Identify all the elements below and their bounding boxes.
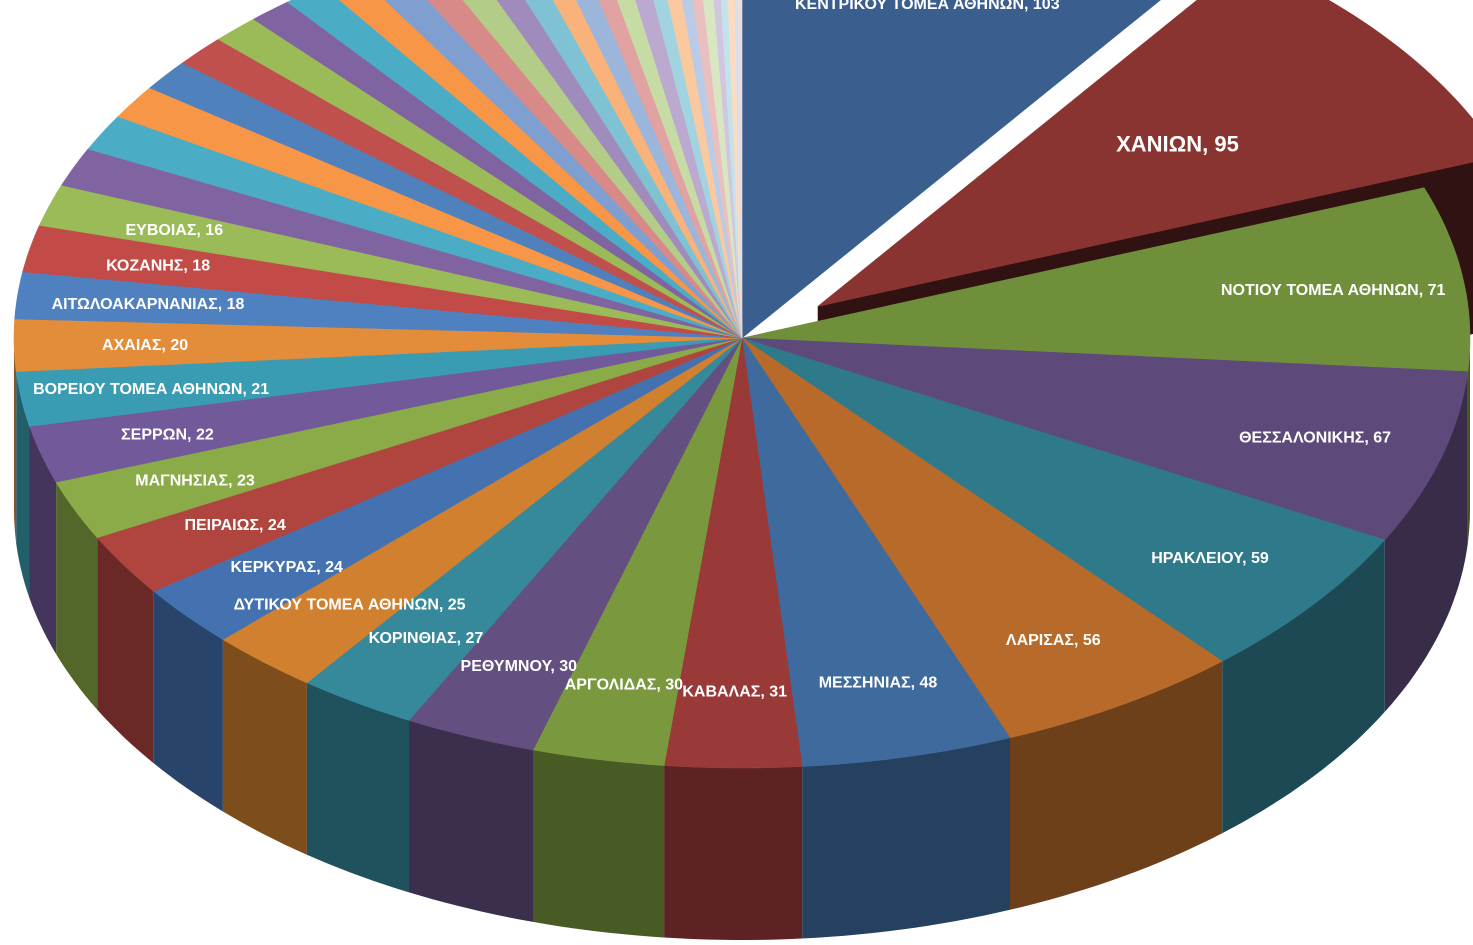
pie-side-walls: [14, 162, 1473, 940]
slice-6-side: [1010, 661, 1223, 910]
slice-7: [741, 337, 1011, 767]
slice-10-label: ΡΕΘΥΜΝΟΥ, 30: [461, 658, 578, 675]
slice-50: [738, 0, 743, 339]
slice-21: [38, 184, 743, 339]
slice-2-label: ΧΑΝΙΩΝ, 95: [1116, 132, 1239, 157]
pie-top-faces: [13, 0, 1473, 769]
slice-5-label: ΗΡΑΚΛΕΙΟΥ, 59: [1151, 550, 1269, 567]
slice-13-side: [153, 591, 223, 812]
slice-13-label: ΚΕΡΚΥΡΑΣ, 24: [230, 559, 343, 576]
slice-18: [13, 318, 743, 372]
slice-8-label: ΚΑΒΑΛΑΣ, 31: [682, 684, 787, 701]
slice-5: [741, 337, 1386, 662]
slice-23: [87, 116, 743, 339]
slice-18-side: [14, 338, 17, 544]
slice-10-side: [409, 720, 533, 922]
slice-4-label: ΘΕΣΣΑΛΟΝΙΚΗΣ, 67: [1239, 430, 1391, 447]
slice-1-label: ΚΕΝΤΡΙΚΟΥ ΤΟΜΕΑ ΑΘΗΝΩΝ, 103: [795, 0, 1060, 13]
slice-11-label: ΚΟΡΙΝΘΙΑΣ, 27: [369, 630, 484, 647]
slice-20: [22, 224, 743, 339]
slice-21-label: ΕΥΒΟΙΑΣ, 16: [125, 222, 223, 239]
slice-16-side: [29, 426, 57, 655]
slice-22: [61, 148, 743, 339]
slice-12-side: [222, 639, 307, 855]
slice-9: [532, 337, 743, 766]
slice-14-label: ΠΕΙΡΑΙΩΣ, 24: [184, 517, 285, 534]
slice-3-side: [1467, 338, 1470, 544]
pie-labels: ΚΕΝΤΡΙΚΟΥ ΤΟΜΕΑ ΑΘΗΝΩΝ, 103 ΧΑΝΙΩΝ, 95 ΝΟΤ…: [33, 0, 1445, 701]
slice-15: [55, 337, 743, 538]
slice-35: [525, 0, 743, 339]
slice-3: [741, 187, 1471, 372]
slice-1: [741, 0, 1161, 339]
slice-7-side: [802, 737, 1010, 939]
slice-8-side: [664, 765, 803, 940]
slice-5-side: [1222, 539, 1385, 834]
slice-7-label: ΜΕΣΣΗΝΙΑΣ, 48: [819, 674, 938, 691]
slice-17-side: [16, 371, 30, 599]
slice-6: [741, 337, 1223, 739]
slice-14: [96, 337, 743, 592]
slice-11-side: [306, 682, 409, 893]
slice-9-label: ΑΡΓΟΛΙΔΑΣ, 30: [565, 677, 683, 694]
slice-20-label: ΚΟΖΑΝΗΣ, 18: [106, 258, 210, 275]
slice-10: [408, 337, 743, 751]
slice-16-label: ΣΕΡΡΩΝ, 22: [121, 427, 214, 444]
slice-12-label: ΔΥΤΙΚΟΥ ΤΟΜΕΑ ΑΘΗΝΩΝ, 25: [234, 597, 466, 614]
slice-15-side: [56, 482, 98, 710]
slice-17: [15, 337, 743, 427]
slice-11: [306, 337, 743, 721]
slice-3-label: ΝΟΤΙΟΥ ΤΟΜΕΑ ΑΘΗΝΩΝ, 71: [1221, 282, 1446, 299]
slice-14-side: [97, 537, 154, 764]
slice-18-label: ΑΧΑΙΑΣ, 20: [102, 337, 188, 354]
slice-17-label: ΒΟΡΕΙΟΥ ΤΟΜΕΑ ΑΘΗΝΩΝ, 21: [33, 381, 269, 398]
slice-9-side: [533, 749, 665, 938]
slice-8: [663, 337, 803, 769]
slice-13: [153, 337, 743, 640]
slice-4: [741, 337, 1469, 541]
slice-12: [222, 337, 743, 684]
slice-29: [286, 0, 743, 339]
slice-16: [29, 337, 743, 483]
slice-4-side: [1384, 371, 1468, 712]
slice-15-label: ΜΑΓΝΗΣΙΑΣ, 23: [135, 472, 255, 489]
slice-2: [817, 0, 1473, 307]
slice-6-label: ΛΑΡΙΣΑΣ, 56: [1006, 632, 1101, 649]
slice-19-label: ΑΙΤΩΛΟΑΚΑΡΝΑΝΙΑΣ, 18: [52, 296, 245, 313]
